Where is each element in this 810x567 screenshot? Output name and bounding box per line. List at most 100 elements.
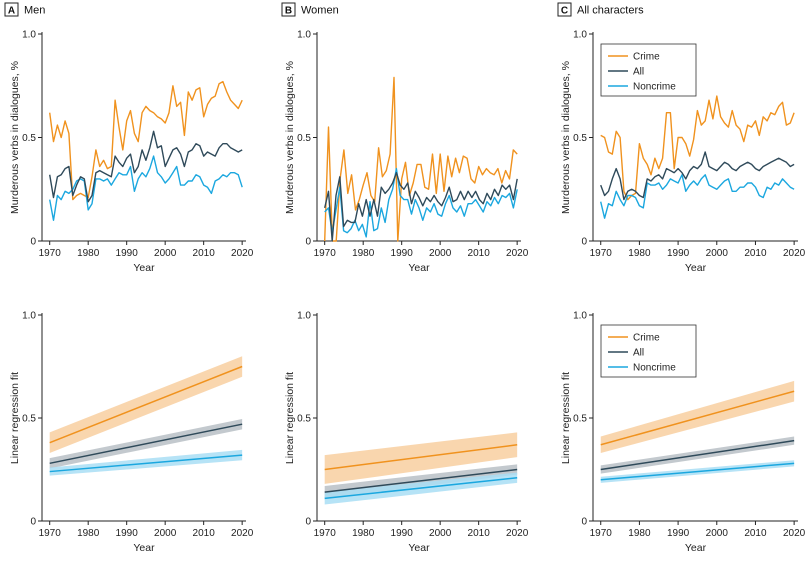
legend-label-crime: Crime xyxy=(633,52,660,63)
y-tick-label: 0.5 xyxy=(22,133,36,144)
panel-title-men: Men xyxy=(24,5,45,17)
x-tick-label: 1980 xyxy=(77,528,100,539)
y-axis-label: Murderous verbs in dialogues, % xyxy=(9,61,21,214)
series-line-noncrime xyxy=(49,155,243,222)
fit-line-crime xyxy=(324,444,518,471)
legend-label-all: All xyxy=(633,67,644,78)
fit-line-crime xyxy=(600,390,795,446)
panel-header-a: A Men xyxy=(4,2,45,17)
series-line-noncrime xyxy=(600,174,795,219)
legend: Crime All Noncrime xyxy=(600,43,697,97)
plot-a-regression: 0 0.5 1.0 1970 1980 1990 2000 2010 2020 Year Linea… xyxy=(9,311,254,555)
x-tick-label: 1980 xyxy=(628,528,651,539)
x-tick-label: 2020 xyxy=(231,528,254,539)
x-axis-label: Year xyxy=(133,262,155,274)
fit-line-all xyxy=(49,423,243,465)
y-tick-label: 0.5 xyxy=(573,414,587,425)
fit-line-noncrime xyxy=(49,454,243,473)
x-tick-label: 1980 xyxy=(628,248,651,259)
x-tick-label: 2010 xyxy=(193,248,216,259)
legend-label-crime: Crime xyxy=(633,333,660,344)
y-axis-label: Linear regression fit xyxy=(284,372,296,464)
x-tick-label: 2020 xyxy=(783,528,806,539)
series-line-crime xyxy=(600,95,795,201)
legend-label-noncrime: Noncrime xyxy=(633,82,676,93)
x-tick-label: 2000 xyxy=(154,528,177,539)
x-tick-label: 2010 xyxy=(468,248,491,259)
legend: Crime All Noncrime xyxy=(600,324,697,378)
x-tick-label: 1970 xyxy=(590,248,613,259)
y-tick-label: 0.5 xyxy=(297,133,311,144)
x-axis-label: Year xyxy=(133,542,155,554)
x-tick-label: 1970 xyxy=(590,528,613,539)
y-axis-label: Murderous verbs in dialogues, % xyxy=(284,61,296,214)
x-tick-label: 1970 xyxy=(39,248,62,259)
x-tick-label: 1970 xyxy=(314,528,337,539)
x-tick-label: 2000 xyxy=(429,528,452,539)
fit-line-noncrime xyxy=(600,462,795,481)
y-tick-label: 0 xyxy=(30,517,36,528)
y-tick-label: 1.0 xyxy=(573,30,587,41)
y-tick-label: 0.5 xyxy=(297,414,311,425)
x-tick-label: 1980 xyxy=(352,528,375,539)
fit-line-all xyxy=(600,439,795,471)
x-tick-label: 1980 xyxy=(352,248,375,259)
x-tick-label: 1990 xyxy=(116,528,139,539)
y-tick-label: 1.0 xyxy=(22,30,36,41)
x-tick-label: 1990 xyxy=(667,528,690,539)
y-tick-label: 1.0 xyxy=(573,311,587,322)
x-tick-label: 2010 xyxy=(744,248,767,259)
y-tick-label: 0.5 xyxy=(22,414,36,425)
x-tick-label: 2000 xyxy=(429,248,452,259)
plot-b-series: 0 0.5 1.0 1970 1980 1990 2000 2010 2020 Year Murde… xyxy=(284,30,529,275)
plot-c-series: 0 0.5 1.0 1970 1980 1990 2000 2010 2020 Year Murde… xyxy=(560,30,806,275)
y-tick-label: 1.0 xyxy=(22,311,36,322)
x-tick-label: 1990 xyxy=(391,248,414,259)
y-axis-label: Murderous verbs in dialogues, % xyxy=(560,61,572,214)
series-line-crime xyxy=(324,76,518,242)
confidence-band-crime xyxy=(324,432,518,484)
series-line-crime xyxy=(49,80,243,201)
legend-box xyxy=(600,43,697,97)
x-axis-label: Year xyxy=(685,262,707,274)
x-tick-label: 2000 xyxy=(706,528,729,539)
plots-area: 0 0.5 1.0 1970 1980 1990 2000 2010 2020 Year Murde… xyxy=(9,30,806,555)
panel-header-c: C All characters xyxy=(557,2,644,17)
x-tick-label: 1970 xyxy=(39,528,62,539)
confidence-band-crime xyxy=(600,380,795,454)
x-tick-label: 2020 xyxy=(506,528,529,539)
x-tick-label: 2020 xyxy=(783,248,806,259)
series-line-all xyxy=(600,151,795,201)
panel-header-b: B Women xyxy=(281,2,339,17)
x-tick-label: 2010 xyxy=(468,528,491,539)
x-tick-label: 1990 xyxy=(667,248,690,259)
x-axis-label: Year xyxy=(685,542,707,554)
y-tick-label: 0 xyxy=(581,517,587,528)
x-tick-label: 1970 xyxy=(314,248,337,259)
y-tick-label: 1.0 xyxy=(297,311,311,322)
y-axis-label: Linear regression fit xyxy=(9,372,21,464)
series-line-all xyxy=(49,130,243,203)
fit-line-crime xyxy=(49,365,243,444)
y-tick-label: 0 xyxy=(305,517,311,528)
x-tick-label: 1990 xyxy=(391,528,414,539)
legend-box xyxy=(600,324,697,378)
plot-b-regression: 0 0.5 1.0 1970 1980 1990 2000 2010 2020 Year Linea… xyxy=(284,311,529,555)
y-axis-label: Linear regression fit xyxy=(560,372,572,464)
x-tick-label: 2000 xyxy=(154,248,177,259)
x-axis-label: Year xyxy=(408,542,430,554)
series-line-noncrime xyxy=(324,167,518,238)
x-axis-label: Year xyxy=(408,262,430,274)
x-tick-label: 2020 xyxy=(231,248,254,259)
y-tick-label: 1.0 xyxy=(297,30,311,41)
x-tick-label: 1990 xyxy=(116,248,139,259)
legend-label-all: All xyxy=(633,348,644,359)
series-line-all xyxy=(324,171,518,242)
x-tick-label: 2020 xyxy=(506,248,529,259)
y-tick-label: 0 xyxy=(581,237,587,248)
y-tick-label: 0 xyxy=(305,237,311,248)
x-tick-label: 1980 xyxy=(77,248,100,259)
panel-title-women: Women xyxy=(301,5,339,17)
x-tick-label: 2010 xyxy=(193,528,216,539)
